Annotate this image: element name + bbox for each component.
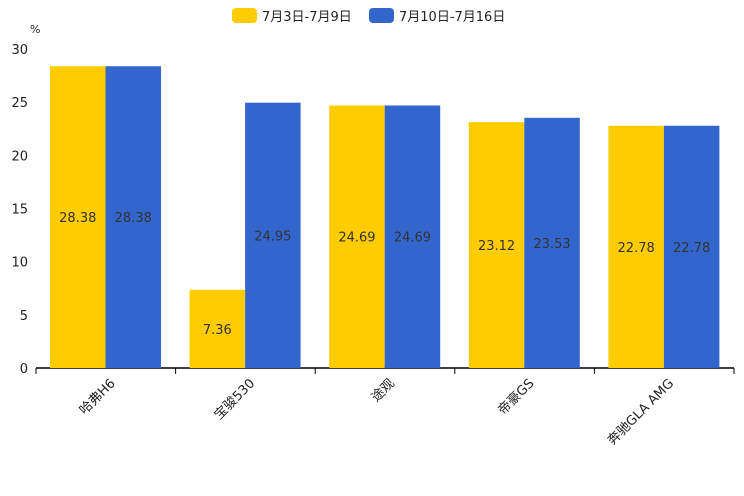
- data-label: 24.95: [254, 229, 291, 244]
- y-tick-label: 5: [20, 309, 28, 324]
- x-tick-label: 奔驰GLA AMG: [605, 376, 677, 448]
- bar: [524, 117, 580, 368]
- bar: [105, 66, 161, 368]
- x-tick-label: 宝骏530: [212, 376, 259, 423]
- data-label: 28.38: [115, 211, 152, 226]
- y-axis-unit: %: [30, 23, 40, 36]
- x-tick-label: 途观: [368, 376, 398, 406]
- legend-label: 7月3日-7月9日: [262, 10, 352, 25]
- y-tick-label: 0: [20, 362, 28, 377]
- y-tick-label: 15: [11, 203, 28, 218]
- data-label: 7.36: [203, 323, 232, 338]
- data-label: 28.38: [59, 211, 96, 226]
- bar: [329, 105, 385, 368]
- bar: [608, 125, 664, 368]
- bar: [189, 289, 246, 368]
- data-label: 22.78: [618, 241, 655, 256]
- data-label: 24.69: [338, 231, 375, 246]
- legend-label: 7月10日-7月16日: [399, 10, 505, 25]
- bar: [50, 66, 106, 368]
- bar: [468, 122, 525, 368]
- y-tick-label: 20: [11, 149, 28, 164]
- bar: [245, 102, 301, 368]
- x-tick-label: 帝豪GS: [495, 376, 538, 419]
- legend-swatch: [232, 8, 257, 23]
- y-tick-label: 30: [11, 43, 28, 58]
- y-tick-label: 25: [11, 96, 28, 111]
- data-label: 24.69: [394, 231, 431, 246]
- data-label: 22.78: [673, 241, 710, 256]
- bar: [384, 105, 441, 368]
- data-label: 23.12: [478, 239, 515, 254]
- legend-swatch: [369, 8, 394, 23]
- x-tick-label: 哈弗H6: [77, 376, 119, 418]
- data-label: 23.53: [533, 237, 570, 252]
- y-tick-label: 10: [11, 256, 28, 271]
- bar: [663, 125, 720, 368]
